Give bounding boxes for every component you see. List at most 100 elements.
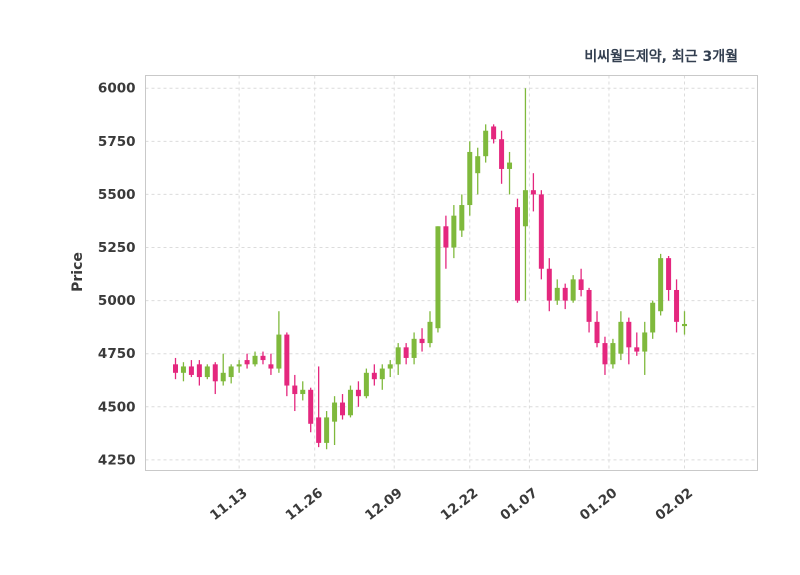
candle-12.07 <box>379 364 385 390</box>
candle-12.22 <box>467 141 473 216</box>
candle-body <box>324 417 330 443</box>
candle-12.14 <box>419 328 425 352</box>
candle-body <box>674 289 680 322</box>
candle-01.30 <box>658 253 664 316</box>
candle-11.28 <box>324 411 330 450</box>
candle-body <box>467 151 473 206</box>
candle-11.20 <box>276 311 282 373</box>
candle-body <box>546 268 552 301</box>
candle-01.18 <box>594 311 600 348</box>
candle-body <box>538 194 544 269</box>
candle-body <box>562 287 568 301</box>
candle-body <box>276 334 282 369</box>
candle-body <box>570 279 576 301</box>
y-tick-label: 5000 <box>98 293 136 309</box>
candle-01.19 <box>602 336 608 375</box>
candle-12.11 <box>395 343 401 375</box>
candle-01.15 <box>570 275 576 303</box>
candle-body <box>642 332 648 352</box>
candle-12.15 <box>427 311 433 348</box>
candle-01.24 <box>626 317 632 365</box>
x-tick-label: 12.22 <box>438 485 482 524</box>
y-tick-label: 6000 <box>98 81 136 97</box>
candle-body <box>332 402 338 422</box>
candle-body <box>451 215 457 248</box>
candle-body <box>522 190 528 227</box>
candle-body <box>507 162 513 169</box>
candle-11.14 <box>244 353 250 369</box>
y-tick-label: 5250 <box>98 240 136 256</box>
y-tick-label: 4500 <box>98 399 136 415</box>
candle-11.29 <box>332 396 338 446</box>
x-tick-label: 11.13 <box>207 485 251 524</box>
candle-01.31 <box>666 256 672 301</box>
candle-body <box>173 364 178 373</box>
candle-body <box>499 139 505 169</box>
candle-body <box>666 258 672 290</box>
candle-11.24 <box>308 387 314 433</box>
candle-12.05 <box>363 368 369 399</box>
candle-11.08 <box>212 362 218 395</box>
candle-body <box>427 321 433 344</box>
candle-body <box>602 343 608 365</box>
candle-11.21 <box>284 332 290 397</box>
candle-12.28 <box>491 124 497 144</box>
candle-body <box>618 321 624 354</box>
candle-body <box>650 302 656 333</box>
candle-body <box>475 156 481 174</box>
candle-body <box>252 355 258 365</box>
candle-01.05 <box>522 88 528 301</box>
candle-body <box>491 126 497 140</box>
candle-11.09 <box>220 353 226 386</box>
candle-body <box>514 207 520 301</box>
x-tick-label: 11.26 <box>283 485 327 524</box>
candle-body <box>658 258 664 312</box>
candle-12.12 <box>403 343 409 365</box>
candle-01.12 <box>562 283 568 310</box>
candle-11.07 <box>204 364 210 380</box>
candle-11.27 <box>316 366 322 448</box>
candle-body <box>578 279 584 290</box>
candle-body <box>204 366 210 378</box>
candle-body <box>530 190 536 195</box>
plot-border <box>145 75 758 471</box>
candle-body <box>554 287 560 301</box>
candle-body <box>403 347 409 358</box>
candle-01.29 <box>650 300 656 339</box>
candle-11.10 <box>228 364 234 384</box>
candle-body <box>316 417 322 443</box>
candle-12.01 <box>347 385 353 418</box>
candle-12.19 <box>443 215 449 269</box>
candle-11.13 <box>236 360 242 373</box>
candle-01.08 <box>530 173 536 212</box>
candle-body <box>236 364 242 367</box>
candle-body <box>682 323 687 327</box>
candle-01.17 <box>586 287 592 333</box>
candle-11.01 <box>173 357 178 380</box>
candle-01.23 <box>618 311 624 361</box>
candle-12.21 <box>459 194 465 237</box>
candle-body <box>347 389 353 416</box>
candle-01.16 <box>578 268 584 297</box>
candle-body <box>355 389 361 397</box>
candle-body <box>387 364 393 369</box>
candle-body <box>411 338 417 358</box>
x-tick-label: 01.20 <box>577 485 621 524</box>
candle-body <box>586 289 592 322</box>
candle-body <box>634 347 640 352</box>
y-tick-label: 5750 <box>98 134 136 150</box>
candle-12.13 <box>411 332 417 365</box>
x-tick-label: 02.02 <box>652 485 696 524</box>
candle-11.22 <box>292 374 298 412</box>
candle-02.02 <box>682 311 687 335</box>
candle-11.02 <box>180 362 186 382</box>
candle-01.10 <box>546 258 552 312</box>
candle-01.25 <box>634 332 640 356</box>
candle-body <box>340 402 346 416</box>
candle-12.08 <box>387 360 393 378</box>
candle-12.20 <box>451 205 457 259</box>
candle-01.11 <box>554 279 560 305</box>
candle-body <box>228 366 234 378</box>
